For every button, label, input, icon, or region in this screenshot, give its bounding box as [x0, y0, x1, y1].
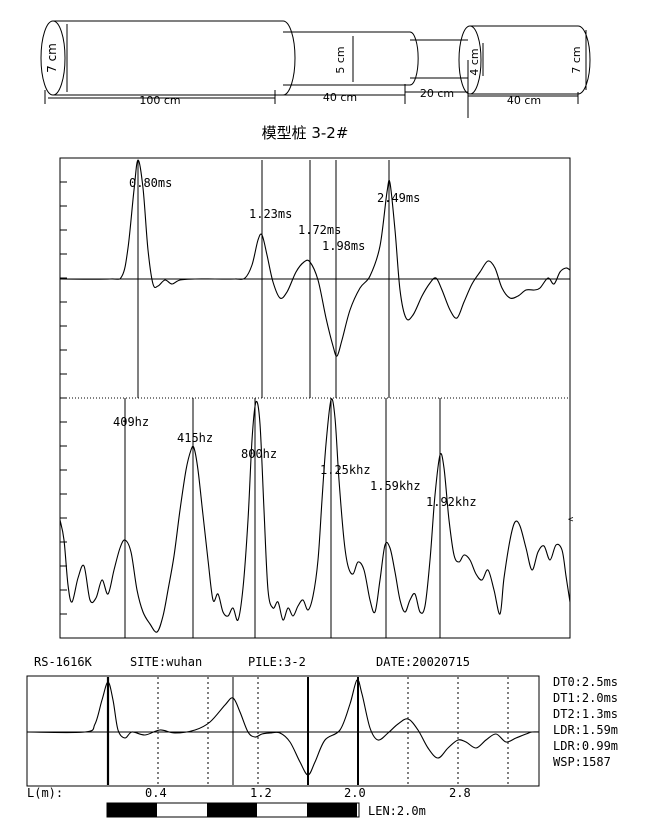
time-marker-lines [137, 160, 390, 398]
main-plot: 0.80ms 1.23ms 1.72ms 1.98ms 2.49ms 409hz… [59, 157, 574, 639]
freq-peak-label-4: 1.59khz [370, 479, 421, 493]
seg4-diameter-label: 4 cm [468, 48, 481, 75]
scale-bar [106, 802, 360, 818]
seg2-diameter-label: 5 cm [334, 46, 347, 73]
length-tick-1: 1.2 [250, 786, 272, 800]
footer-info: RS-1616K SITE:wuhan PILE:3-2 DATE:200207… [34, 655, 470, 669]
edge-mark: < [568, 515, 574, 525]
time-waveform [59, 159, 571, 357]
pile-label: PILE:3-2 [248, 655, 306, 669]
time-peak-label-2: 1.72ms [298, 223, 341, 237]
length-value: LEN:2.0m [368, 804, 426, 818]
device-model: RS-1616K [34, 655, 93, 669]
param-ldr2: LDR:0.99m [553, 739, 618, 753]
seg5-right-cap [577, 25, 591, 95]
param-dt1: DT1:2.0ms [553, 691, 618, 705]
length-tick-3: 2.8 [449, 786, 471, 800]
frequency-spectrum [59, 398, 571, 633]
seg1-length-label: 100 cm [139, 94, 180, 107]
length-axis-label: L(m): [27, 786, 63, 800]
date-label: DATE:20020715 [376, 655, 470, 669]
length-plot: L(m): 0.4 1.2 2.0 2.8 LEN:2.0m [26, 675, 540, 818]
freq-peak-label-1: 415hz [177, 431, 213, 445]
param-ldr1: LDR:1.59m [553, 723, 618, 737]
model-pile-drawing [40, 20, 591, 118]
freq-peak-label-5: 1.92khz [426, 495, 477, 509]
param-dt0: DT0:2.5ms [553, 675, 618, 689]
seg1-right-cap [282, 20, 296, 96]
freq-marker-lines [124, 398, 441, 638]
test-parameters: DT0:2.5ms DT1:2.0ms DT2:1.3ms LDR:1.59m … [553, 675, 618, 769]
seg2-length-label: 40 cm [323, 91, 357, 104]
y-axis-ticks [60, 181, 67, 615]
model-caption: 模型桩 3-2# [262, 124, 349, 142]
param-dt2: DT2:1.3ms [553, 707, 618, 721]
time-peak-label-4: 2.49ms [377, 191, 420, 205]
model-dimension-labels: 7 cm 100 cm 5 cm 40 cm 20 cm 4 cm 7 cm 4… [45, 43, 583, 107]
freq-peak-label-0: 409hz [113, 415, 149, 429]
time-peak-label-1: 1.23ms [249, 207, 292, 221]
frequency-domain-plot: 409hz 415hz 800hz 1.25khz 1.59khz 1.92kh… [59, 398, 574, 638]
seg5-diameter-label: 7 cm [570, 46, 583, 73]
freq-peak-label-3: 1.25khz [320, 463, 371, 477]
length-tick-0: 0.4 [145, 786, 167, 800]
length-plot-frame [26, 675, 540, 787]
time-peak-label-0: 0.80ms [129, 176, 172, 190]
length-tick-2: 2.0 [344, 786, 366, 800]
freq-peak-label-2: 800hz [241, 447, 277, 461]
length-marker-lines [106, 677, 359, 785]
seg5-length-label: 40 cm [507, 94, 541, 107]
length-grid-lines [157, 677, 509, 785]
time-domain-plot: 0.80ms 1.23ms 1.72ms 1.98ms 2.49ms [59, 159, 571, 398]
length-waveform [26, 679, 540, 776]
param-wsp: WSP:1587 [553, 755, 611, 769]
seg3-length-label: 20 cm [420, 87, 454, 100]
site-label: SITE:wuhan [130, 655, 202, 669]
seg1-diameter-label: 7 cm [45, 43, 59, 73]
time-peak-label-3: 1.98ms [322, 239, 365, 253]
